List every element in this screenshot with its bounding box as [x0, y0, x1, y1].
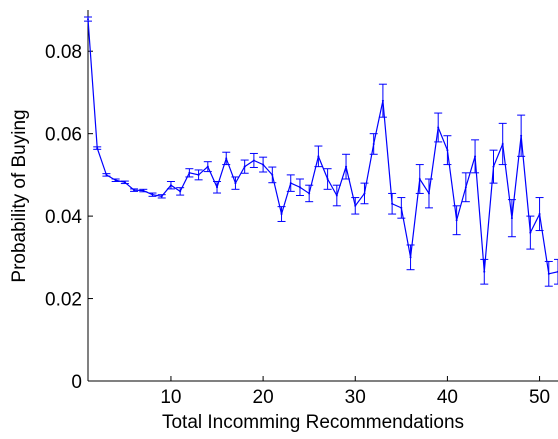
data-point	[501, 142, 504, 145]
data-point	[142, 189, 145, 192]
data-point	[216, 186, 219, 189]
series	[87, 18, 558, 275]
series-line	[87, 19, 558, 275]
y-ticks: 0 0.02 0.04 0.06 0.08	[45, 42, 93, 393]
data-point	[492, 165, 495, 168]
x-axis-label: Total Incomming Recommendations	[162, 412, 464, 433]
data-point	[105, 173, 108, 176]
data-point	[188, 171, 191, 174]
axes-box	[87, 10, 558, 382]
data-point	[243, 165, 246, 168]
data-point	[225, 157, 228, 160]
data-point	[446, 149, 449, 152]
data-point	[87, 18, 89, 21]
y-tick-label: 0.04	[45, 207, 82, 228]
error-bar	[554, 258, 558, 285]
y-axis-label: Probability of Buying	[9, 109, 30, 282]
data-point	[418, 178, 421, 181]
data-point	[547, 272, 550, 275]
data-point	[280, 213, 283, 216]
x-tick-label: 30	[345, 387, 366, 408]
data-point	[520, 134, 523, 137]
data-point	[133, 189, 136, 192]
data-point	[474, 155, 477, 158]
data-point	[455, 219, 458, 222]
data-point	[483, 270, 486, 273]
data-point	[252, 159, 255, 162]
data-point	[538, 213, 541, 216]
data-point	[354, 204, 357, 207]
data-point	[391, 202, 394, 205]
y-tick-label: 0	[71, 372, 82, 393]
data-point	[529, 231, 532, 234]
data-point	[464, 186, 467, 189]
data-point	[298, 186, 301, 189]
data-point	[317, 155, 320, 158]
data-point	[326, 178, 329, 181]
data-point	[437, 126, 440, 129]
x-tick-label: 40	[437, 387, 458, 408]
data-point	[206, 165, 209, 168]
data-point	[114, 179, 117, 182]
data-point	[234, 182, 237, 185]
y-tick-label: 0.06	[45, 125, 82, 146]
data-point	[289, 182, 292, 185]
x-ticks: 10 20 30 40 50	[160, 376, 550, 408]
data-point	[96, 147, 99, 150]
x-tick-label: 50	[529, 387, 550, 408]
data-point	[197, 173, 200, 176]
data-point	[151, 193, 154, 196]
data-point	[363, 192, 366, 195]
data-point	[271, 173, 274, 176]
data-point	[308, 192, 311, 195]
data-point	[372, 142, 375, 145]
data-point	[381, 99, 384, 102]
data-point	[262, 163, 265, 166]
data-point	[409, 256, 412, 259]
data-point	[123, 181, 126, 184]
data-point	[160, 195, 163, 198]
data-point	[345, 165, 348, 168]
y-tick-label: 0.02	[45, 290, 82, 311]
data-point	[400, 206, 403, 209]
x-tick-label: 20	[253, 387, 274, 408]
x-tick-label: 10	[160, 387, 181, 408]
data-point	[179, 190, 182, 193]
data-point	[169, 184, 172, 187]
data-point	[335, 194, 338, 197]
y-tick-label: 0.08	[45, 42, 82, 63]
data-point	[427, 192, 430, 195]
data-point	[510, 217, 513, 220]
